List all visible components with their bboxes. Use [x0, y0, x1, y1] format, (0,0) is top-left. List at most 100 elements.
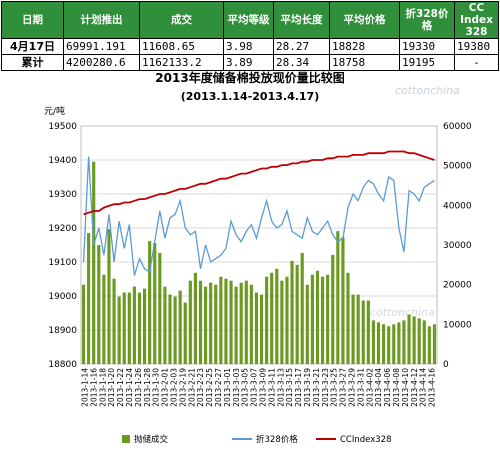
bar-trade-volume	[163, 286, 167, 364]
bar-trade-volume	[249, 284, 253, 364]
table-header-cell: 平均价格	[329, 1, 400, 39]
bar-trade-volume	[188, 280, 192, 364]
x-tick-label: 2013-3-25	[330, 368, 339, 407]
x-tick-label: 2013-2-23	[196, 368, 205, 407]
y-left-tick-label: 18900	[48, 326, 77, 336]
bar-trade-volume	[336, 231, 340, 364]
legend-line-ccindex-328: CCIndex328	[340, 435, 392, 445]
y-left-tick-label: 19300	[48, 190, 77, 200]
bar-trade-volume	[366, 300, 370, 364]
table-header-cell: CC Index 328	[454, 1, 499, 39]
x-tick-label: 2013-3-01	[223, 368, 232, 407]
x-tick-label: 2013-3-05	[241, 368, 250, 407]
chart-subtitle: (2013.1.14-2013.4.17)	[181, 90, 320, 103]
bar-trade-volume	[92, 161, 96, 364]
table-cell: 19195	[399, 54, 455, 71]
table-row: 4月17日 69991.191 11608.65 3.98 28.27 18828 1933…	[1, 38, 499, 55]
bar-trade-volume	[402, 320, 406, 364]
x-tick-label: 2013-1-22	[116, 368, 125, 407]
bar-trade-volume	[315, 270, 320, 364]
bar-trade-volume	[168, 294, 172, 364]
x-tick-label: 2013-1-28	[143, 368, 152, 407]
table-header-cell: 日期	[1, 1, 64, 39]
y-left-tick-label: 18800	[48, 360, 77, 370]
bar-trade-volume	[148, 241, 152, 364]
x-tick-label: 2013-2-19	[178, 368, 187, 407]
x-tick-label: 2013-3-03	[232, 368, 241, 407]
y-right-tick-label: 30000	[443, 241, 472, 251]
comparison-chart: 2013年度储备棉投放现价量比较图 (2013.1.14-2013.4.17) 元/…	[44, 70, 472, 445]
y-left-tick-label: 19000	[48, 292, 77, 302]
bar-trade-volume	[193, 272, 197, 364]
bar-trade-volume	[407, 314, 411, 364]
table-header-cell: 平均等级	[223, 1, 274, 39]
bar-trade-volume	[173, 296, 177, 364]
table-header-cell: 计划推出	[63, 1, 140, 39]
x-tick-label: 2013-3-27	[339, 368, 348, 407]
bar-trade-volume	[234, 286, 238, 364]
y-left-tick-label: 19500	[48, 122, 77, 132]
bar-trade-volume	[285, 276, 289, 364]
row-label: 4月17日	[1, 38, 64, 55]
summary-table: 日期 计划推出 成交 平均等级 平均长度 平均价格 折328价格 CC Index 328 4月…	[1, 1, 499, 71]
table-cell: 19380	[454, 38, 499, 55]
x-tick-label: 2013-1-26	[134, 368, 143, 407]
x-tick-label: 2013-3-17	[294, 368, 303, 407]
x-tick-label: 2013-3-11	[267, 368, 276, 407]
bar-trade-volume	[142, 288, 147, 364]
bar-trade-volume	[117, 296, 121, 364]
bar-trade-volume	[178, 290, 182, 364]
x-tick-label: 2013-1-30	[152, 368, 161, 407]
table-header-cell: 成交	[139, 1, 224, 39]
x-tick-label: 2013-4-16	[428, 368, 437, 407]
bar-trade-volume	[376, 322, 381, 364]
bar-trade-volume	[153, 243, 157, 364]
bar-trade-volume	[341, 237, 345, 364]
row-label: 累计	[1, 54, 64, 71]
bar-trade-volume	[427, 326, 431, 364]
legend-swatch	[122, 435, 130, 443]
y-right-tick-label: 10000	[443, 320, 472, 330]
bar-trade-volume	[351, 294, 355, 364]
bar-trade-volume	[198, 280, 203, 364]
x-tick-label: 2013-3-31	[356, 368, 365, 407]
y-right-tick-label: 40000	[443, 201, 472, 211]
bar-trade-volume	[137, 292, 142, 364]
bar-trade-volume	[265, 276, 269, 364]
bar-trade-volume	[371, 320, 375, 364]
line-ccindex-328	[83, 150, 435, 216]
bar-trade-volume	[320, 276, 325, 364]
bar-trade-volume	[290, 260, 294, 364]
chart-container: 2013年度储备棉投放现价量比较图 (2013.1.14-2013.4.17) 元/…	[0, 68, 500, 460]
table-cell: 11608.65	[139, 38, 224, 55]
table-cell: 3.98	[223, 38, 274, 55]
bar-trade-volume	[87, 233, 91, 364]
y-left-tick-label: 19100	[48, 258, 77, 268]
bar-trade-volume	[158, 252, 162, 364]
bar-trade-volume	[361, 300, 365, 364]
bar-trade-volume	[254, 292, 259, 364]
bar-trade-volume	[224, 278, 228, 364]
table-cell: 3.89	[223, 54, 274, 71]
chart-title: 2013年度储备棉投放现价量比较图	[155, 70, 344, 85]
bar-trade-volume	[97, 245, 101, 364]
x-tick-label: 2013-2-25	[205, 368, 214, 407]
table-cell: 1162133.2	[139, 54, 224, 71]
bar-trade-volume	[432, 324, 437, 364]
bar-trade-volume	[204, 286, 208, 364]
bar-trade-volume	[275, 268, 279, 364]
x-tick-label: 2013-4-04	[374, 368, 383, 407]
x-tick-label: 2013-4-12	[410, 368, 419, 407]
x-tick-label: 2013-3-23	[321, 368, 330, 407]
bar-trade-volume	[305, 284, 309, 364]
y-axis-label: 元/吨	[44, 105, 65, 117]
y-left-tick-label: 19200	[48, 224, 77, 234]
bar-trade-volume	[387, 326, 391, 364]
table-header-row: 日期 计划推出 成交 平均等级 平均长度 平均价格 折328价格 CC Index 328	[1, 1, 499, 39]
legend-bar-trade-volume: 抛储成交	[134, 434, 169, 445]
x-tick-label: 2013-4-02	[365, 368, 374, 407]
table-cell: -	[454, 54, 499, 71]
y-right-tick-label: 50000	[443, 162, 472, 172]
x-tick-label: 2013-1-14	[81, 368, 90, 407]
watermark: cottonchina	[395, 84, 460, 97]
